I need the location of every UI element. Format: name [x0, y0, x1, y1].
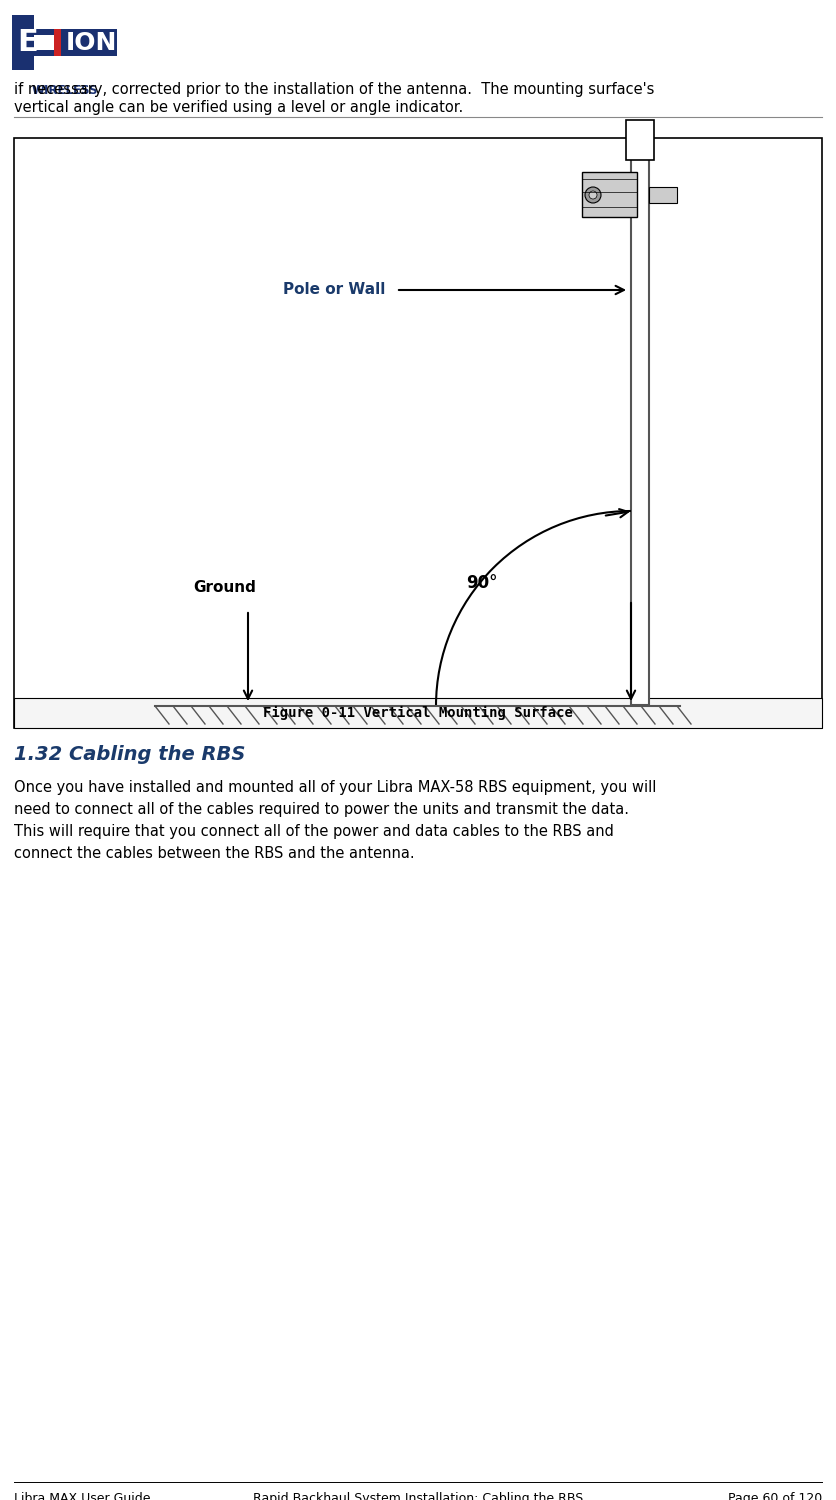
Bar	[34, 15, 117, 28]
Text: if necessary, corrected prior to the installation of the antenna.  The mounting : if necessary, corrected prior to the ins…	[14, 82, 655, 98]
Text: Pole or Wall: Pole or Wall	[283, 282, 385, 297]
Text: WIRELESS: WIRELESS	[31, 84, 98, 98]
Circle shape	[585, 188, 601, 202]
Text: 1.32 Cabling the RBS: 1.32 Cabling the RBS	[14, 746, 246, 764]
Text: Libra MAX User Guide: Libra MAX User Guide	[14, 1492, 150, 1500]
Text: ION: ION	[66, 30, 117, 54]
Circle shape	[589, 190, 597, 200]
Text: 90°: 90°	[466, 574, 497, 592]
Bar	[582, 172, 637, 217]
Text: Once you have installed and mounted all of your Libra MAX-58 RBS equipment, you : Once you have installed and mounted all …	[14, 780, 656, 795]
Bar	[34, 56, 117, 70]
Bar	[649, 188, 677, 202]
Bar	[14, 698, 822, 728]
Bar	[12, 15, 117, 70]
Text: Page 60 of 120: Page 60 of 120	[728, 1492, 822, 1500]
Text: Ground: Ground	[193, 579, 256, 594]
Bar	[626, 120, 654, 160]
Text: need to connect all of the cables required to power the units and transmit the d: need to connect all of the cables requir…	[14, 802, 629, 818]
Bar	[14, 138, 822, 728]
Bar	[631, 154, 649, 705]
Text: E: E	[17, 28, 38, 57]
Text: connect the cables between the RBS and the antenna.: connect the cables between the RBS and t…	[14, 846, 415, 861]
Text: vertical angle can be verified using a level or angle indicator.: vertical angle can be verified using a l…	[14, 100, 463, 116]
Bar	[54, 15, 61, 70]
Text: Rapid Backhaul System Installation: Cabling the RBS: Rapid Backhaul System Installation: Cabl…	[252, 1492, 584, 1500]
Bar	[34, 34, 54, 50]
Text: Figure 0-11 Vertical Mounting Surface: Figure 0-11 Vertical Mounting Surface	[263, 706, 573, 720]
Text: This will require that you connect all of the power and data cables to the RBS a: This will require that you connect all o…	[14, 824, 614, 839]
